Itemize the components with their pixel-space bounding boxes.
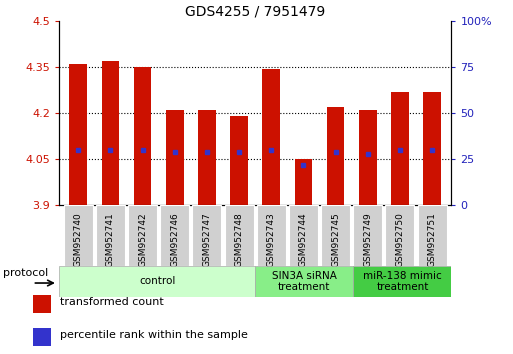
Text: GSM952743: GSM952743 bbox=[267, 212, 276, 267]
FancyBboxPatch shape bbox=[289, 205, 318, 266]
FancyBboxPatch shape bbox=[64, 205, 93, 266]
Text: GSM952750: GSM952750 bbox=[396, 212, 404, 267]
Bar bbox=[391, 92, 409, 205]
Bar bbox=[198, 110, 216, 205]
Text: control: control bbox=[139, 276, 175, 286]
Text: GSM952741: GSM952741 bbox=[106, 212, 115, 267]
FancyBboxPatch shape bbox=[257, 205, 286, 266]
Bar bbox=[423, 92, 441, 205]
FancyBboxPatch shape bbox=[418, 205, 447, 266]
Bar bbox=[353, 266, 451, 297]
FancyBboxPatch shape bbox=[128, 205, 157, 266]
Text: GSM952747: GSM952747 bbox=[203, 212, 211, 267]
Text: GSM952740: GSM952740 bbox=[74, 212, 83, 267]
Bar bbox=[359, 110, 377, 205]
FancyBboxPatch shape bbox=[385, 205, 415, 266]
Text: SIN3A siRNA
treatment: SIN3A siRNA treatment bbox=[272, 270, 337, 292]
FancyBboxPatch shape bbox=[321, 205, 350, 266]
Text: GSM952744: GSM952744 bbox=[299, 212, 308, 267]
Text: GSM952742: GSM952742 bbox=[138, 212, 147, 267]
FancyBboxPatch shape bbox=[225, 205, 253, 266]
Text: percentile rank within the sample: percentile rank within the sample bbox=[61, 330, 248, 341]
FancyBboxPatch shape bbox=[96, 205, 125, 266]
FancyBboxPatch shape bbox=[192, 205, 222, 266]
Text: miR-138 mimic
treatment: miR-138 mimic treatment bbox=[363, 270, 442, 292]
Bar bbox=[255, 266, 353, 297]
Text: GSM952745: GSM952745 bbox=[331, 212, 340, 267]
Bar bbox=[327, 107, 345, 205]
FancyBboxPatch shape bbox=[161, 205, 189, 266]
Text: GSM952751: GSM952751 bbox=[428, 212, 437, 267]
Text: GSM952746: GSM952746 bbox=[170, 212, 180, 267]
FancyBboxPatch shape bbox=[353, 205, 382, 266]
Bar bbox=[294, 159, 312, 205]
Bar bbox=[69, 64, 87, 205]
Text: protocol: protocol bbox=[3, 268, 48, 279]
Text: transformed count: transformed count bbox=[61, 297, 164, 307]
Bar bbox=[33, 328, 51, 346]
Bar bbox=[230, 116, 248, 205]
Text: GSM952749: GSM952749 bbox=[363, 212, 372, 267]
Bar bbox=[33, 295, 51, 313]
Title: GDS4255 / 7951479: GDS4255 / 7951479 bbox=[185, 5, 325, 19]
Bar bbox=[59, 266, 255, 297]
Text: GSM952748: GSM952748 bbox=[234, 212, 244, 267]
Bar bbox=[134, 67, 151, 205]
Bar bbox=[166, 110, 184, 205]
Bar bbox=[102, 61, 120, 205]
Bar bbox=[263, 69, 280, 205]
